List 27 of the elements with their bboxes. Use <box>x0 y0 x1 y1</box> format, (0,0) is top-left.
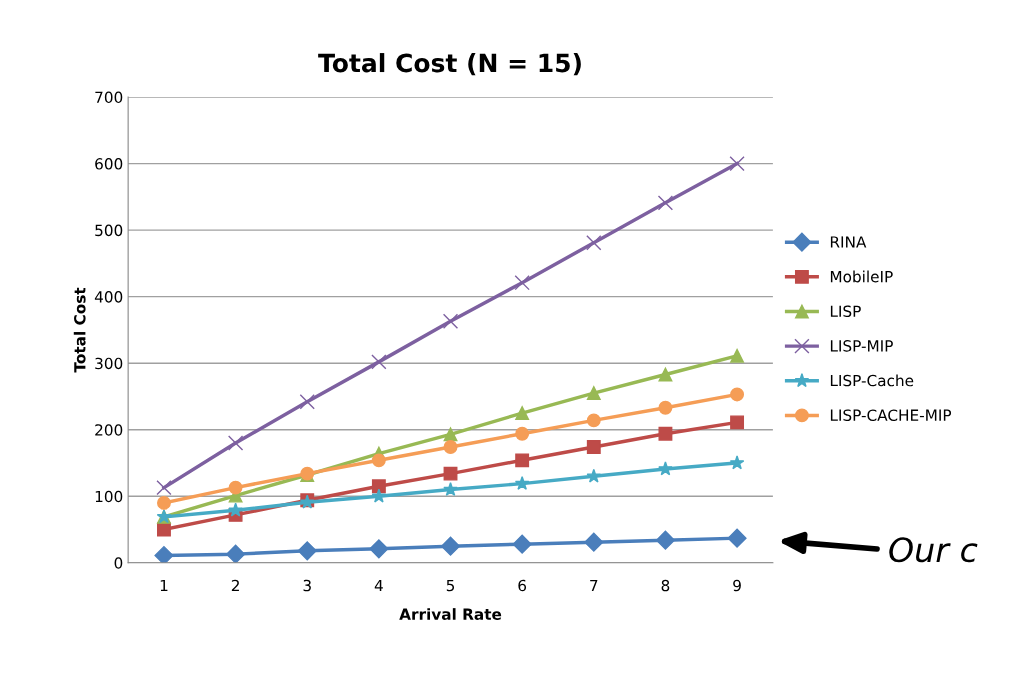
legend-label: LISP-MIP <box>830 340 893 352</box>
x-tick-label: 8 <box>661 579 670 592</box>
y-tick-label: 200 <box>95 424 123 436</box>
x-tick-label: 9 <box>733 579 741 592</box>
x-tick-label: 5 <box>446 579 455 592</box>
y-tick-label: 500 <box>95 224 123 237</box>
x-tick-label: 3 <box>303 579 311 592</box>
y-tick-label: 400 <box>94 291 123 303</box>
legend-label: MobileIP <box>830 270 893 283</box>
x-tick-label: 4 <box>374 579 383 592</box>
legend-label: LISP <box>830 305 861 318</box>
x-tick-label: 1 <box>160 579 168 592</box>
y-tick-label: 0 <box>114 557 123 569</box>
legend-label: LISP-CACHE-MIP <box>830 409 952 421</box>
y-axis-title: Total Cost <box>73 287 86 373</box>
x-axis-title: Arrival Rate <box>399 608 502 620</box>
legend-label: LISP-Cache <box>830 374 914 387</box>
x-tick-label: 2 <box>231 579 239 592</box>
x-tick-label: 6 <box>518 579 527 592</box>
chart-title: Total Cost (N = 15) <box>318 53 581 76</box>
x-tick-label: 7 <box>590 579 598 592</box>
legend-label: RINA <box>830 236 867 248</box>
y-tick-label: 700 <box>95 91 123 104</box>
y-tick-label: 600 <box>95 158 123 170</box>
text: Our c <box>889 537 978 563</box>
y-tick-label: 100 <box>95 490 123 503</box>
y-tick-label: 300 <box>95 357 123 370</box>
